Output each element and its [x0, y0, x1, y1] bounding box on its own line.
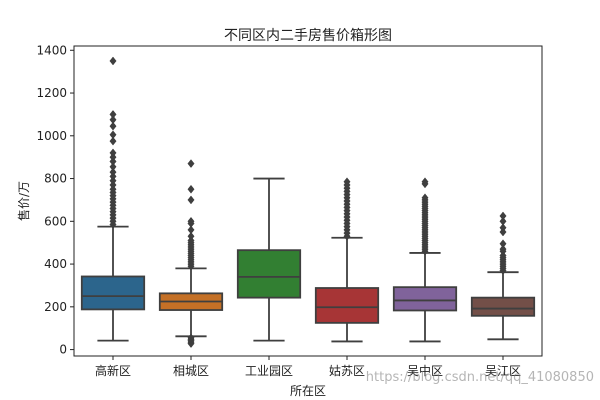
outlier-point [187, 216, 195, 226]
outlier-point [499, 244, 507, 254]
y-axis-label: 售价/万 [16, 181, 31, 221]
outlier-point [421, 193, 429, 203]
x-tick-label: 吴中区 [407, 363, 443, 378]
outlier-point [343, 177, 351, 187]
y-axis: 0 200 400 600 800 1000 1200 1400 [36, 43, 74, 357]
x-tick-label: 高新区 [95, 363, 131, 378]
x-axis-label: 所在区 [290, 384, 326, 398]
outlier-point [499, 239, 507, 249]
box-iqr [470, 296, 536, 317]
box-iqr [80, 275, 146, 311]
box-group-3 [236, 177, 302, 342]
box-group-4 [314, 177, 380, 343]
outlier-point [187, 333, 195, 343]
box-group-1 [80, 56, 146, 342]
y-tick-label: 800 [44, 172, 67, 186]
box-group-2 [158, 159, 224, 349]
outlier-point [109, 167, 117, 177]
outlier-point [109, 121, 117, 131]
outlier-point [109, 115, 117, 125]
outlier-point [109, 130, 117, 140]
outlier-point [499, 223, 507, 233]
y-tick-label: 1400 [36, 43, 67, 57]
chart-title: 不同区内二手房售价箱形图 [224, 28, 392, 44]
outlier-point [109, 136, 117, 146]
y-tick-label: 1200 [36, 86, 67, 100]
x-tick-label: 工业园区 [245, 364, 293, 378]
outlier-point [499, 216, 507, 226]
box-iqr [314, 287, 380, 324]
plot-area [73, 45, 543, 357]
x-tick-label: 相城区 [173, 364, 209, 378]
y-tick-label: 0 [59, 343, 67, 357]
outlier-point [187, 159, 195, 168]
outlier-point [499, 211, 507, 221]
x-tick-label: 姑苏区 [329, 364, 365, 378]
boxes-group [80, 56, 536, 349]
x-axis: 高新区 相城区 工业园区 姑苏区 吴中区 吴江区 [95, 356, 521, 378]
box-group-5 [392, 177, 458, 343]
y-tick-label: 600 [44, 214, 67, 228]
y-tick-label: 400 [44, 257, 67, 271]
outlier-point [187, 195, 195, 205]
outlier-point [187, 184, 195, 194]
y-tick-label: 1000 [36, 129, 67, 143]
box-iqr [392, 286, 458, 312]
outlier-point [421, 177, 429, 187]
y-tick-label: 200 [44, 300, 67, 314]
watermark: https://blog.csdn.net/qq_41080850 [365, 370, 594, 385]
outlier-point [187, 231, 195, 241]
box-iqr [236, 249, 302, 299]
outlier-point [109, 56, 117, 66]
outlier-point [109, 148, 117, 158]
box-group-6 [470, 211, 536, 341]
outlier-point [187, 225, 195, 235]
outlier-point [109, 110, 117, 119]
outlier-point [109, 162, 117, 172]
x-tick-label: 吴江区 [485, 364, 521, 378]
